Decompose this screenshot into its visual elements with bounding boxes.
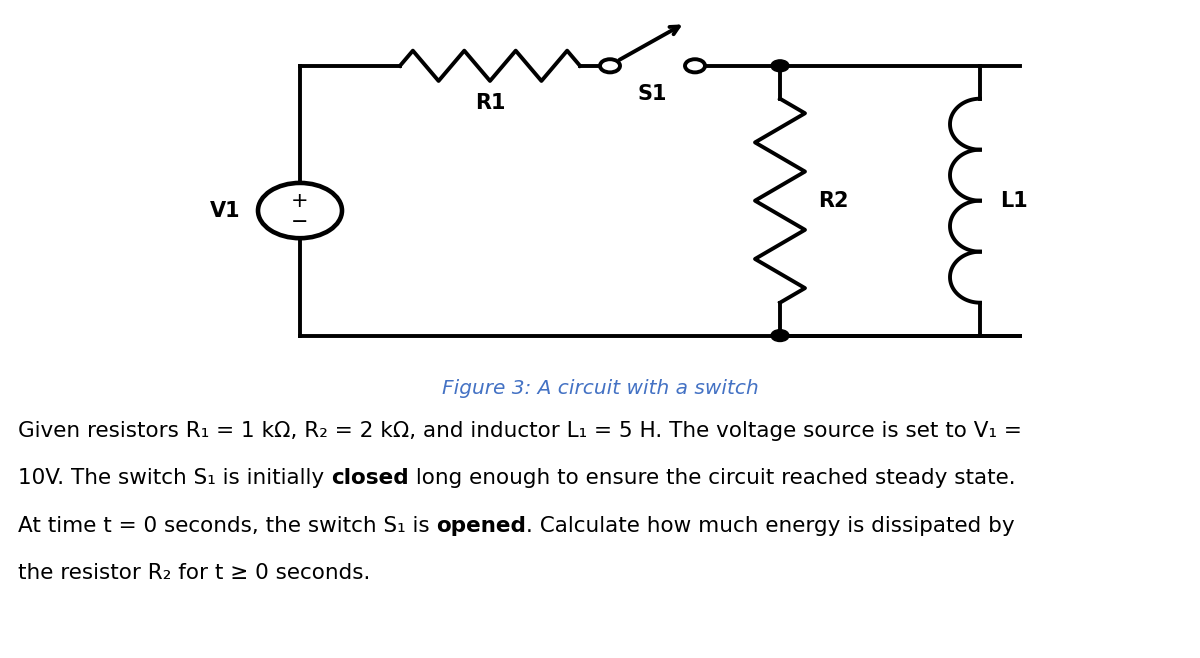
Text: S1: S1 <box>637 84 667 104</box>
Circle shape <box>772 330 790 342</box>
Text: R1: R1 <box>475 93 505 113</box>
Text: opened: opened <box>437 516 527 536</box>
Text: R2: R2 <box>818 191 848 211</box>
Text: the resistor R₂ for t ≥ 0 seconds.: the resistor R₂ for t ≥ 0 seconds. <box>18 563 371 583</box>
Text: +: + <box>292 191 308 211</box>
Text: −: − <box>292 213 308 232</box>
Text: . Calculate how much energy is dissipated by: . Calculate how much energy is dissipate… <box>527 516 1015 536</box>
Text: 10V. The switch S₁ is initially: 10V. The switch S₁ is initially <box>18 468 331 488</box>
Circle shape <box>772 60 790 72</box>
Text: Given resistors R₁ = 1 kΩ, R₂ = 2 kΩ, and inductor L₁ = 5 H. The voltage source : Given resistors R₁ = 1 kΩ, R₂ = 2 kΩ, an… <box>18 421 1022 441</box>
Text: Figure 3: A circuit with a switch: Figure 3: A circuit with a switch <box>442 379 758 397</box>
Text: L1: L1 <box>1000 191 1027 211</box>
Text: long enough to ensure the circuit reached steady state.: long enough to ensure the circuit reache… <box>409 468 1015 488</box>
Text: V1: V1 <box>210 201 240 220</box>
Text: closed: closed <box>331 468 409 488</box>
Text: At time t = 0 seconds, the switch S₁ is: At time t = 0 seconds, the switch S₁ is <box>18 516 437 536</box>
